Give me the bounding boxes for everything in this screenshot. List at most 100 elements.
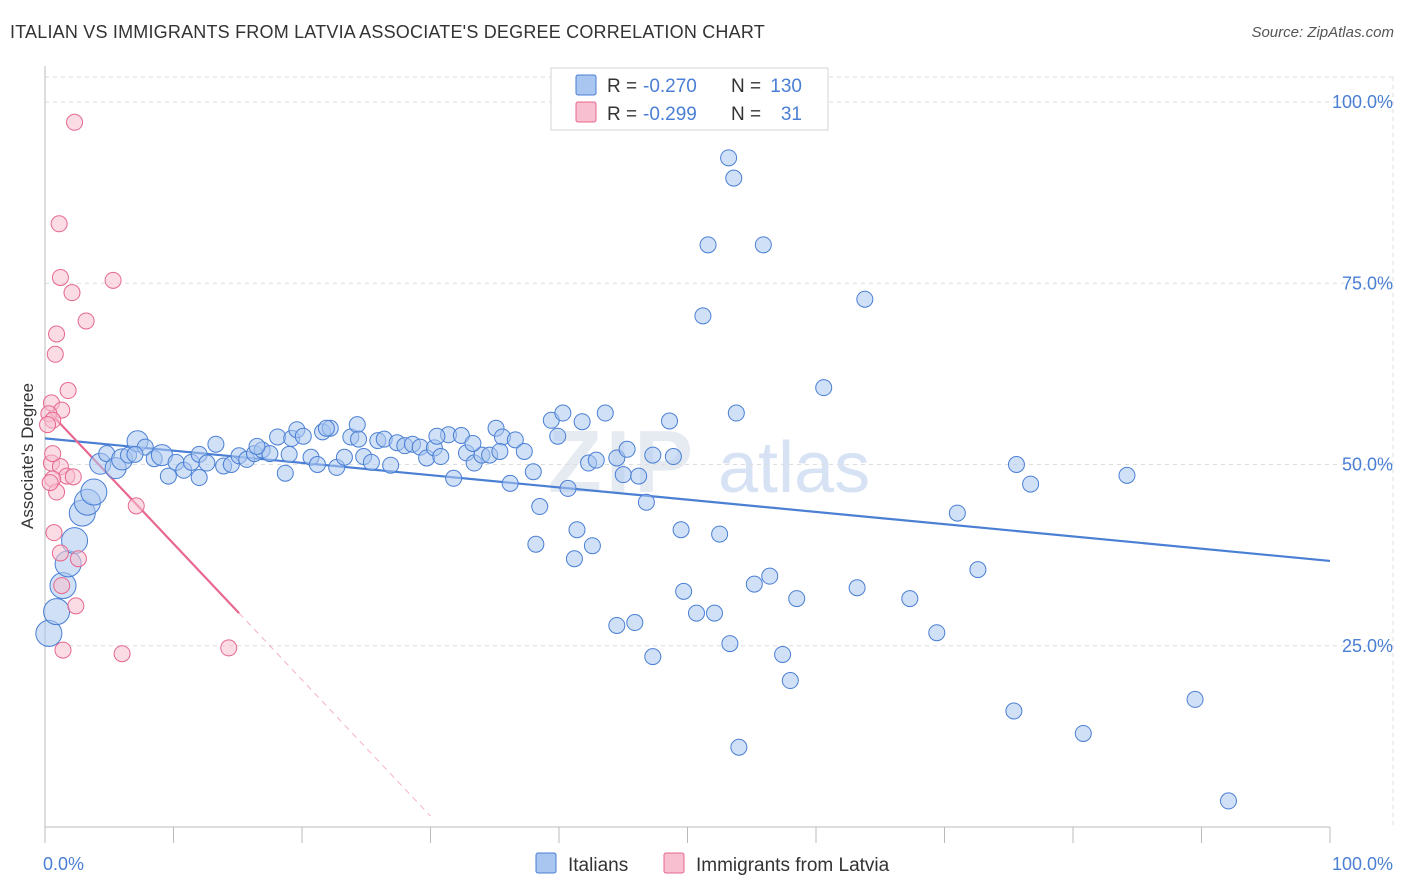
italians-point (1005, 702, 1023, 720)
legend-r-value: -0.270 (643, 76, 697, 97)
legend-swatch-latvia (663, 852, 685, 874)
italians-point (699, 236, 717, 254)
latvia-point (41, 474, 59, 492)
italians-point (428, 427, 446, 445)
italians-point (848, 579, 866, 597)
italians-point (524, 463, 542, 481)
italians-point (901, 590, 919, 608)
italians-point (675, 582, 693, 600)
italians-point (694, 307, 712, 325)
latvia-point (51, 544, 69, 562)
legend-swatch-italians (535, 852, 557, 874)
latvia-trend-line (48, 410, 240, 614)
legend-top: R = -0.270 N = 130 R = -0.299 N = 31 (550, 67, 829, 131)
legend-label-italians: Italians (568, 855, 628, 876)
italians-point (630, 467, 648, 485)
latvia-point (45, 524, 63, 542)
latvia-point (46, 345, 64, 363)
italians-point (335, 448, 353, 466)
italians-point (727, 404, 745, 422)
italians-point (969, 561, 987, 579)
italians-point (583, 537, 601, 555)
x-tick-label: 100.0% (1332, 854, 1393, 874)
latvia-point (59, 382, 77, 400)
italians-point (761, 567, 779, 585)
italians-point (788, 590, 806, 608)
italians-point (126, 445, 144, 463)
italians-point (711, 525, 729, 543)
italians-point (725, 169, 743, 187)
italians-point (559, 479, 577, 497)
italians-point (637, 493, 655, 511)
italians-point (644, 446, 662, 464)
italians-point (159, 467, 177, 485)
italians-point (1074, 724, 1092, 742)
italians-point (672, 521, 690, 539)
legend-swatch-pink (575, 101, 597, 123)
y-axis-title: Associate's Degree (18, 383, 37, 529)
latvia-point (69, 550, 87, 568)
italians-point (948, 504, 966, 522)
legend-n-label: N = (731, 104, 761, 125)
italians-point (350, 430, 368, 448)
y-tick-label: 25.0% (1342, 636, 1393, 656)
source-credit: Source: ZipAtlas.com (1251, 24, 1394, 41)
latvia-point (66, 113, 84, 131)
italians-point (269, 428, 287, 446)
italians-point (207, 435, 225, 453)
italians-point (754, 236, 772, 254)
italians-point (705, 604, 723, 622)
italians-point (1118, 466, 1136, 484)
italians-point (43, 598, 71, 626)
italians-point (506, 431, 524, 449)
italians-point (261, 445, 279, 463)
italians-point (664, 448, 682, 466)
legend-top-box (550, 67, 829, 131)
legend-r-label: R = (607, 76, 637, 97)
legend-top-row-italians: R = -0.270 N = 130 (575, 74, 802, 97)
italians-point (382, 456, 400, 474)
italians-point (614, 466, 632, 484)
italians-point (687, 604, 705, 622)
italians-point (531, 498, 549, 516)
y-tick-label: 50.0% (1342, 455, 1393, 475)
italians-point (549, 427, 567, 445)
latvia-point (39, 416, 57, 434)
latvia-point (54, 641, 72, 659)
italians-point (596, 404, 614, 422)
latvia-trend-extension (238, 612, 431, 817)
y-tick-label: 75.0% (1342, 273, 1393, 293)
watermark-atlas: atlas (718, 428, 870, 508)
latvia-point (51, 268, 69, 286)
italians-point (781, 672, 799, 690)
italians-point (445, 469, 463, 487)
italians-point (317, 419, 335, 437)
italians-point (730, 738, 748, 756)
x-tick-label: 0.0% (43, 854, 84, 874)
axis-layer: 25.0% 50.0% 75.0% 100.0% 0.0% 100.0% (43, 66, 1393, 874)
italians-point (491, 442, 509, 460)
y-tick-label: 100.0% (1332, 92, 1393, 112)
italians-point (626, 614, 644, 632)
italians-point (190, 469, 208, 487)
italians-point (80, 478, 108, 506)
italians-point (554, 404, 572, 422)
italians-point (608, 616, 626, 634)
italians-point (452, 427, 470, 444)
italians-point (198, 454, 216, 472)
italians-point (856, 290, 874, 308)
italians-point (661, 412, 679, 430)
chart-title: ITALIAN VS IMMIGRANTS FROM LATVIA ASSOCI… (10, 22, 765, 42)
italians-point (565, 550, 583, 568)
italians-point (573, 413, 591, 431)
italians-point (308, 456, 326, 473)
latvia-point (64, 468, 82, 486)
legend-swatch-blue (575, 74, 597, 96)
italians-point (928, 624, 946, 642)
italians-point (515, 442, 533, 460)
latvia-point (48, 325, 66, 343)
latvia-point (67, 597, 85, 615)
italians-point (248, 437, 266, 455)
italians-point (721, 635, 739, 653)
